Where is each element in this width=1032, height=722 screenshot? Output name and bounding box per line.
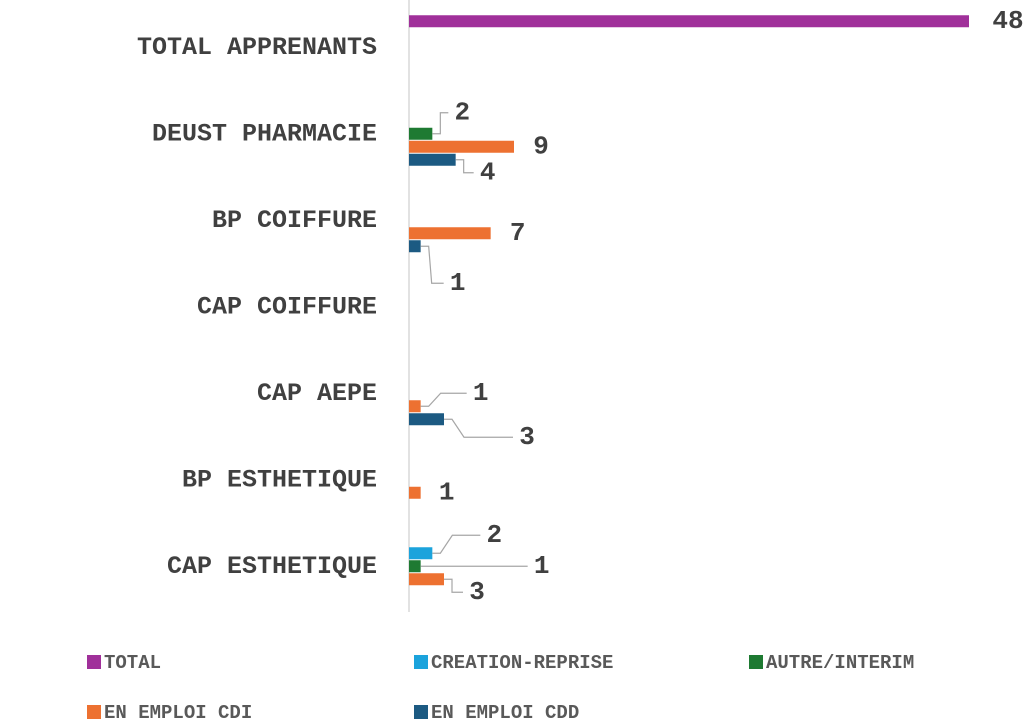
legend-label: EN EMPLOI CDI (104, 702, 252, 722)
legend-swatch (749, 655, 763, 669)
legend-swatch (87, 705, 101, 719)
data-label: 1 (534, 551, 550, 581)
legend-label: AUTRE/INTERIM (766, 652, 914, 674)
data-label: 1 (473, 378, 489, 408)
category-label: BP COIFFURE (212, 206, 377, 235)
legend-label: CREATION-REPRISE (431, 652, 613, 674)
bar (409, 547, 433, 560)
data-label: 9 (533, 132, 549, 162)
bar (409, 240, 421, 253)
bar (409, 127, 433, 140)
leader-line (420, 245, 444, 284)
bar (409, 15, 969, 28)
leader-line (444, 418, 513, 438)
data-label: 48 (992, 6, 1023, 36)
legend-label: EN EMPLOI CDD (431, 702, 579, 722)
data-label: 2 (455, 98, 471, 128)
bar (409, 573, 444, 586)
category-label: CAP COIFFURE (197, 292, 377, 321)
bar (409, 153, 456, 166)
category-label: CAP ESTHETIQUE (167, 552, 377, 581)
legend-swatch (87, 655, 101, 669)
bar (409, 560, 421, 573)
data-label: 7 (510, 218, 526, 248)
bar (409, 227, 491, 240)
category-label: BP ESTHETIQUE (182, 465, 377, 494)
category-label: TOTAL APPRENANTS (137, 33, 377, 62)
legend-swatch (414, 705, 428, 719)
data-label: 3 (519, 422, 535, 452)
bar (409, 400, 421, 413)
data-label: 4 (480, 158, 496, 188)
data-label: 2 (487, 520, 503, 550)
leader-line (455, 159, 474, 174)
category-label: DEUST PHARMACIE (152, 119, 377, 148)
data-label: 3 (469, 577, 485, 607)
leader-line (432, 112, 449, 135)
leader-line (432, 534, 481, 554)
category-label: CAP AEPE (257, 379, 377, 408)
leader-line (444, 578, 463, 593)
leader-line (420, 392, 467, 407)
data-label: 1 (439, 478, 455, 508)
legend-label: TOTAL (104, 652, 161, 674)
data-label: 1 (450, 268, 466, 298)
bar (409, 486, 421, 499)
bar (409, 140, 514, 153)
bar (409, 413, 444, 426)
legend-swatch (414, 655, 428, 669)
